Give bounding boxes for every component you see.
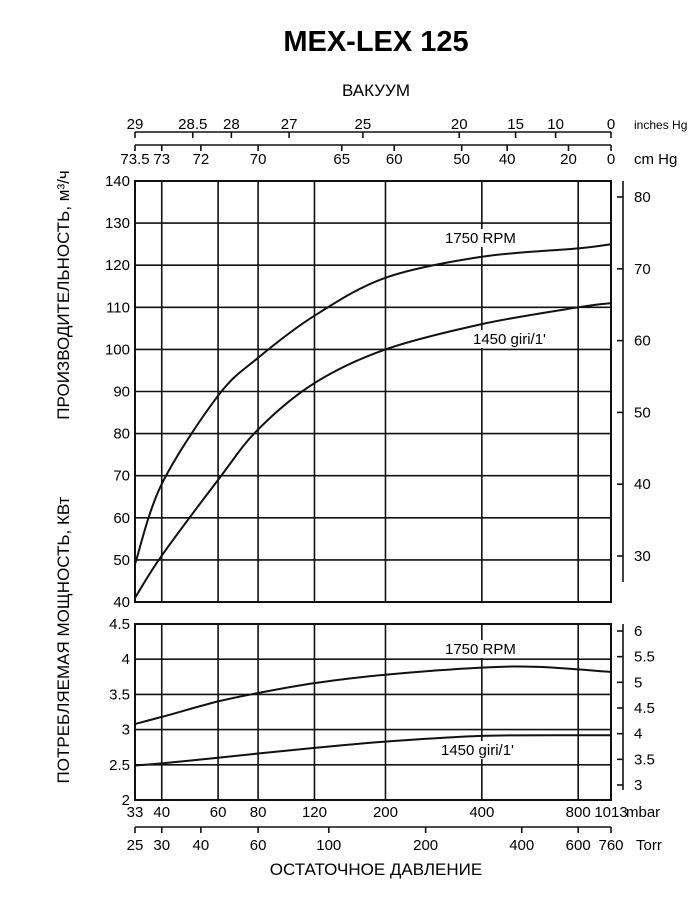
top-axis-cm-label: 60 <box>386 151 403 168</box>
right-tick-label: 4 <box>634 726 642 743</box>
x-tick-label-mbar: 800 <box>566 804 591 821</box>
top-axis-inches-label: 15 <box>507 116 524 133</box>
y-tick-label: 100 <box>105 341 130 358</box>
top-axis-inches-label: 27 <box>281 116 298 133</box>
x-tick-label-mbar: 1013 <box>594 804 627 821</box>
top-axis-inches-label: 0 <box>607 116 615 133</box>
top-axis-inches-label: 29 <box>127 116 144 133</box>
top-axis-inches-label: 20 <box>451 116 468 133</box>
x-tick-label-torr: 100 <box>316 837 341 854</box>
right-tick-label: 40 <box>634 476 651 493</box>
right-tick-label: 70 <box>634 261 651 278</box>
y-tick-label: 120 <box>105 257 130 274</box>
x-tick-label-mbar: 200 <box>373 804 398 821</box>
y-tick-label: 80 <box>113 426 130 443</box>
x-axis-label: ОСТАТОЧНОЕ ДАВЛЕНИЕ <box>270 860 482 879</box>
right-tick-label: 4.5 <box>634 700 655 717</box>
top-axis-inches-label: 10 <box>547 116 564 133</box>
right-tick-label: 5.5 <box>634 649 655 666</box>
x-tick-label-torr: 25 <box>127 837 144 854</box>
y-axis-label-capacity: ПРОИЗВОДИТЕЛЬНОСТЬ, м³/ч <box>54 170 73 419</box>
right-tick-label: 80 <box>634 189 651 206</box>
y-tick-label: 3 <box>122 722 130 739</box>
series-label-bg <box>438 741 544 759</box>
top-axis-inches-label: 25 <box>355 116 372 133</box>
plot-frame <box>134 180 612 603</box>
series-label-bg <box>442 640 515 658</box>
y-tick-label: 70 <box>113 468 130 485</box>
right-tick-label: 3 <box>634 777 642 794</box>
x-tick-label-mbar: 80 <box>250 804 267 821</box>
top-axis-cm-label: 72 <box>193 151 210 168</box>
top-axis-cm-label: 20 <box>560 151 577 168</box>
chart-title: MEX-LEX 125 <box>283 26 468 58</box>
series-line-1750-rpm <box>134 243 612 565</box>
x-tick-label-mbar: 60 <box>210 804 227 821</box>
y-tick-label: 4 <box>122 651 130 668</box>
y-tick-label: 40 <box>113 594 130 611</box>
x-tick-label-torr: 400 <box>509 837 534 854</box>
top-axis-cm-label: 73.5 <box>120 151 149 168</box>
y-tick-label: 2 <box>122 792 130 809</box>
x-unit-torr: Torr <box>636 837 662 854</box>
right-tick-label: 60 <box>634 333 651 350</box>
right-tick-label: 5 <box>634 674 642 691</box>
y-tick-label: 4.5 <box>109 616 130 633</box>
top-axis-inches-unit: inches Hg <box>634 118 687 132</box>
top-axis-cm-label: 50 <box>453 151 470 168</box>
x-tick-label-torr: 600 <box>566 837 591 854</box>
series-label: 1450 giri/1' <box>441 742 514 759</box>
x-tick-label-mbar: 400 <box>469 804 494 821</box>
series-label: 1450 giri/1' <box>473 331 546 348</box>
x-tick-label-torr: 200 <box>413 837 438 854</box>
x-tick-label-torr: 760 <box>598 837 623 854</box>
y-tick-label: 50 <box>113 552 130 569</box>
top-axis-cm-unit: cm Hg <box>634 151 677 168</box>
series-label: 1750 RPM <box>445 230 516 247</box>
right-tick-label: 3.5 <box>634 751 655 768</box>
top-axis-cm-label: 70 <box>250 151 267 168</box>
y-tick-label: 2.5 <box>109 757 130 774</box>
y-tick-label: 60 <box>113 510 130 527</box>
top-axis-label: ВАКУУМ <box>342 81 410 100</box>
x-tick-label-mbar: 40 <box>153 804 170 821</box>
y-axis-label-power: ПОТРЕБЛЯЕМАЯ МОЩНОСТЬ, КВт <box>54 496 73 783</box>
top-axis-inches-label: 28 <box>223 116 240 133</box>
top-axis-cm-label: 0 <box>607 151 615 168</box>
series-label-bg <box>442 229 515 247</box>
series-line-1450-rpm <box>134 302 612 599</box>
right-tick-label: 6 <box>634 623 642 640</box>
series-line-1750-rpm <box>134 665 612 725</box>
x-tick-label-mbar: 33 <box>127 804 144 821</box>
x-tick-label-torr: 30 <box>153 837 170 854</box>
top-axis-cm-label: 65 <box>333 151 350 168</box>
series-label-bg <box>470 330 576 348</box>
top-axis-cm-label: 73 <box>153 151 170 168</box>
x-tick-label-mbar: 120 <box>302 804 327 821</box>
x-tick-label-torr: 40 <box>193 837 210 854</box>
y-tick-label: 110 <box>106 299 130 316</box>
x-unit-mbar: mbar <box>626 804 660 821</box>
top-axis-inches-label: 28.5 <box>178 116 207 133</box>
plot-frame <box>134 623 612 801</box>
y-tick-label: 90 <box>113 384 130 401</box>
series-line-1450-rpm <box>134 734 612 767</box>
x-tick-label-torr: 60 <box>250 837 267 854</box>
right-tick-label: 30 <box>634 548 651 565</box>
y-tick-label: 130 <box>105 215 130 232</box>
series-label: 1750 RPM <box>445 641 516 658</box>
y-tick-label: 3.5 <box>109 686 130 703</box>
top-axis-cm-label: 40 <box>499 151 516 168</box>
y-tick-label: 140 <box>105 173 130 190</box>
right-tick-label: 50 <box>634 404 651 421</box>
